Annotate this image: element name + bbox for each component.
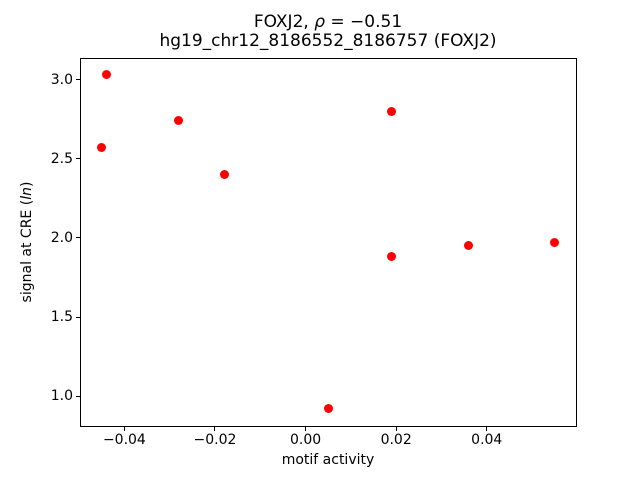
chart-title-correlation: = −0.51 [325, 12, 403, 32]
chart-title-gene: FOXJ2, [253, 12, 315, 32]
data-point [387, 252, 397, 262]
data-point [550, 238, 560, 248]
y-axis-label-text: signal at CRE ( [19, 199, 35, 303]
data-point [323, 404, 333, 414]
y-tick-label: 1.5 [50, 309, 73, 326]
x-tick-mark [486, 427, 488, 431]
y-tick-mark [76, 158, 80, 160]
y-tick-mark [76, 237, 80, 239]
chart-title-line2: hg19_chr12_8186552_8186757 (FOXJ2) [159, 31, 497, 51]
x-tick-label: −0.04 [102, 432, 146, 448]
y-tick-label: 3.0 [50, 71, 73, 88]
y-axis-label-ln: ln [19, 187, 35, 200]
data-point [387, 106, 397, 116]
x-tick-mark [123, 427, 125, 431]
y-axis-label-close: ) [19, 181, 35, 188]
y-tick-mark [76, 316, 80, 318]
x-tick-mark [395, 427, 397, 431]
x-tick-label: 0.00 [289, 432, 322, 448]
x-tick-label: 0.04 [471, 432, 503, 448]
y-tick-mark [76, 79, 80, 81]
y-tick-label: 2.5 [50, 150, 73, 167]
y-tick-label: 1.0 [50, 388, 73, 405]
x-tick-mark [305, 427, 307, 431]
data-point [464, 241, 474, 251]
data-point [219, 170, 229, 180]
x-tick-label: −0.02 [193, 432, 237, 448]
data-point [174, 116, 184, 126]
chart-title-line1: FOXJ2, ρ = −0.51 [80, 13, 576, 31]
data-point [97, 143, 107, 153]
y-tick-label: 2.0 [50, 229, 73, 246]
y-tick-mark [76, 395, 80, 397]
rho-symbol: ρ [314, 12, 325, 32]
data-point [101, 70, 111, 80]
x-tick-mark [214, 427, 216, 431]
x-tick-label: 0.02 [380, 432, 412, 448]
plot-area [80, 58, 577, 427]
x-axis-label: motif activity [281, 452, 375, 468]
